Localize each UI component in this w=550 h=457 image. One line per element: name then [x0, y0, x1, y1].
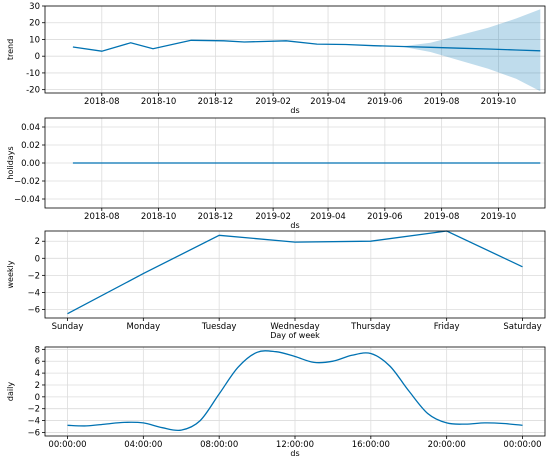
- x-tick-label: 2019-10: [481, 97, 517, 107]
- trend-y-axis-label: trend: [6, 39, 15, 60]
- x-tick-label: 2019-04: [310, 212, 346, 222]
- trend-panel: 2018-08 2018-10 2018-12 2019-02 2019-04 2019-…: [6, 2, 546, 115]
- y-tick-label: −4: [27, 417, 40, 427]
- x-tick-label: 2019-06: [367, 212, 403, 222]
- x-tick-label: Wednesday: [270, 322, 319, 332]
- x-tick-label: 16:00:00: [352, 440, 390, 450]
- y-tick-label: −0.04: [14, 195, 40, 205]
- x-tick-label: 12:00:00: [276, 440, 314, 450]
- daily-series-line: [67, 350, 523, 432]
- x-tick-label: 2019-06: [367, 97, 403, 107]
- y-tick-label: 2: [35, 237, 40, 247]
- y-tick-label: −2: [27, 405, 40, 415]
- y-tick-label: 0.02: [21, 141, 40, 151]
- trend-series-line: [72, 39, 541, 52]
- y-tick-label: 0.04: [21, 123, 40, 133]
- y-tick-label: 0: [35, 52, 40, 62]
- y-tick-label: 2: [35, 381, 40, 391]
- y-tick-label: -20: [26, 86, 40, 96]
- daily-y-axis-label: daily: [6, 382, 15, 401]
- y-tick-label: −0.02: [14, 177, 40, 187]
- x-tick-label: Saturday: [503, 322, 541, 332]
- x-tick-label: 08:00:00: [200, 440, 238, 450]
- x-tick-label: 2019-02: [255, 212, 291, 222]
- holidays-panel: 2018-08 2018-10 2018-12 2019-02 2019-04 2019-…: [6, 117, 546, 230]
- daily-panel: 00:00:00 04:00:00 08:00:00 12:00:00 16:00:00…: [6, 345, 546, 457]
- holidays-y-axis-label: holidays: [6, 146, 15, 179]
- y-tick-label: -10: [26, 69, 40, 79]
- weekly-x-axis-label: Day of week: [270, 331, 320, 340]
- x-tick-label: 00:00:00: [48, 440, 86, 450]
- daily-x-axis-label: ds: [290, 449, 299, 457]
- x-tick-label: 2019-08: [424, 212, 460, 222]
- y-tick-label: −2: [27, 271, 40, 281]
- x-tick-label: Thursday: [350, 322, 391, 332]
- weekly-panel: Sunday Monday Tuesday Wednesday Thursday Frid…: [6, 230, 546, 340]
- x-tick-label: 20:00:00: [428, 440, 466, 450]
- y-tick-label: 0.00: [21, 159, 40, 169]
- x-tick-label: 2019-08: [424, 97, 460, 107]
- x-tick-label: 2018-12: [198, 97, 234, 107]
- x-tick-label: 04:00:00: [124, 440, 162, 450]
- y-tick-label: −4: [27, 288, 40, 298]
- x-tick-label: 2018-08: [84, 97, 120, 107]
- x-tick-label: Friday: [434, 322, 460, 332]
- y-tick-label: 30: [29, 2, 40, 12]
- x-tick-label: 2018-12: [198, 212, 234, 222]
- x-tick-label: 2018-08: [84, 212, 120, 222]
- trend-x-axis-label: ds: [290, 106, 299, 115]
- weekly-y-axis-label: weekly: [6, 260, 15, 288]
- trend-uncertainty-band: [72, 9, 541, 92]
- x-tick-label: 2018-10: [141, 97, 177, 107]
- x-tick-label: 2019-10: [481, 212, 517, 222]
- y-tick-label: 0: [35, 254, 40, 264]
- holidays-x-axis-label: ds: [290, 221, 299, 230]
- x-tick-label: 2019-02: [255, 97, 291, 107]
- y-tick-label: 8: [35, 345, 40, 355]
- x-tick-label: Sunday: [52, 322, 84, 332]
- x-tick-label: 2018-10: [141, 212, 177, 222]
- trend-axes-frame: [44, 5, 546, 94]
- y-tick-label: 0: [35, 393, 40, 403]
- y-tick-label: 20: [29, 19, 40, 29]
- y-tick-label: 10: [29, 35, 40, 45]
- x-tick-label: 2019-04: [310, 97, 346, 107]
- y-tick-label: 4: [35, 369, 40, 379]
- x-tick-label: 00:00:00: [503, 440, 541, 450]
- y-tick-label: −6: [27, 428, 40, 438]
- x-tick-label: Monday: [127, 322, 161, 332]
- x-tick-label: Tuesday: [201, 322, 237, 332]
- y-tick-label: 6: [35, 357, 40, 367]
- y-tick-label: −6: [27, 305, 40, 315]
